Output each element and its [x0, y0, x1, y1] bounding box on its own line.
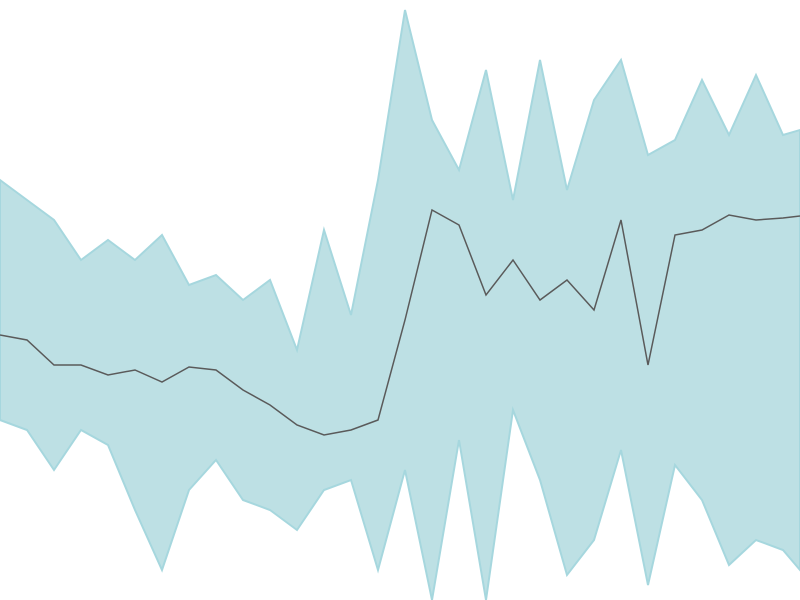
- confidence-band-area: [0, 10, 800, 600]
- chart-svg: [0, 0, 800, 600]
- confidence-band-chart: [0, 0, 800, 600]
